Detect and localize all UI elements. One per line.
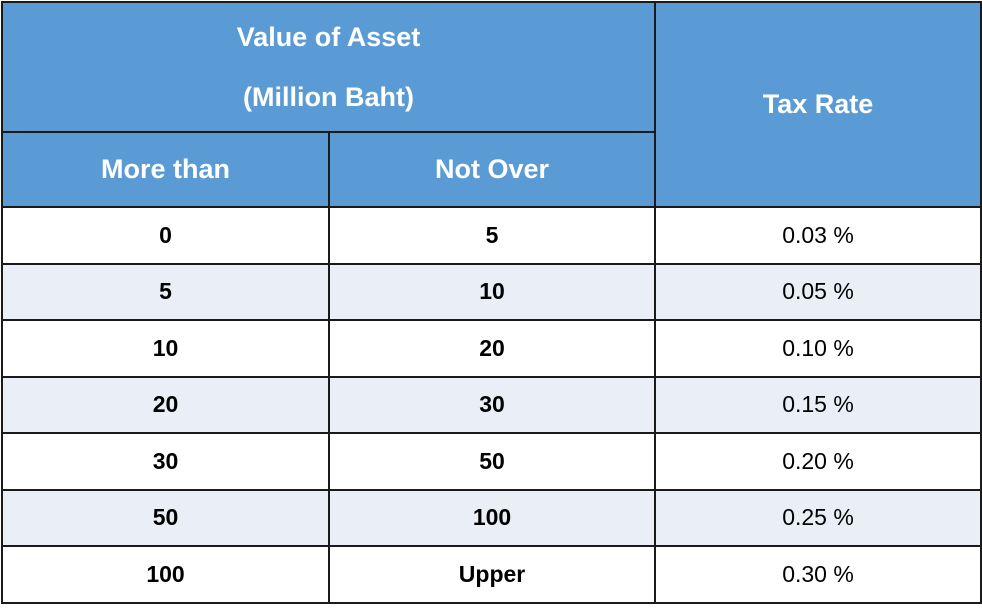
table-body: 0 5 0.03 % 5 10 0.05 % 10 20 0.10 % 20 3…: [2, 207, 981, 603]
value-of-asset-header: Value of Asset (Million Baht): [2, 2, 655, 132]
tax-rate-cell: 0.03 %: [655, 207, 981, 264]
not-over-cell: 5: [329, 207, 655, 264]
more-than-cell: 20: [2, 377, 329, 434]
more-than-cell: 5: [2, 264, 329, 321]
not-over-cell: Upper: [329, 546, 655, 603]
not-over-header: Not Over: [329, 132, 655, 207]
not-over-cell: 50: [329, 433, 655, 490]
tax-rate-cell: 0.30 %: [655, 546, 981, 603]
not-over-cell: 100: [329, 490, 655, 547]
header-row-top: Value of Asset (Million Baht) Tax Rate: [2, 2, 981, 132]
more-than-cell: 100: [2, 546, 329, 603]
not-over-cell: 10: [329, 264, 655, 321]
tax-rate-header: Tax Rate: [655, 2, 981, 207]
value-of-asset-title: Value of Asset: [3, 7, 654, 67]
tax-rate-cell: 0.10 %: [655, 320, 981, 377]
value-of-asset-unit: (Million Baht): [3, 67, 654, 127]
table-row: 10 20 0.10 %: [2, 320, 981, 377]
not-over-cell: 30: [329, 377, 655, 434]
tax-rate-cell: 0.20 %: [655, 433, 981, 490]
tax-rate-cell: 0.15 %: [655, 377, 981, 434]
more-than-cell: 10: [2, 320, 329, 377]
table-row: 0 5 0.03 %: [2, 207, 981, 264]
tax-rate-cell: 0.05 %: [655, 264, 981, 321]
not-over-cell: 20: [329, 320, 655, 377]
table-row: 100 Upper 0.30 %: [2, 546, 981, 603]
more-than-cell: 0: [2, 207, 329, 264]
table-row: 30 50 0.20 %: [2, 433, 981, 490]
more-than-header: More than: [2, 132, 329, 207]
table-row: 20 30 0.15 %: [2, 377, 981, 434]
more-than-cell: 30: [2, 433, 329, 490]
table-header: Value of Asset (Million Baht) Tax Rate M…: [2, 2, 981, 207]
more-than-cell: 50: [2, 490, 329, 547]
tax-rate-cell: 0.25 %: [655, 490, 981, 547]
table-row: 5 10 0.05 %: [2, 264, 981, 321]
table-row: 50 100 0.25 %: [2, 490, 981, 547]
